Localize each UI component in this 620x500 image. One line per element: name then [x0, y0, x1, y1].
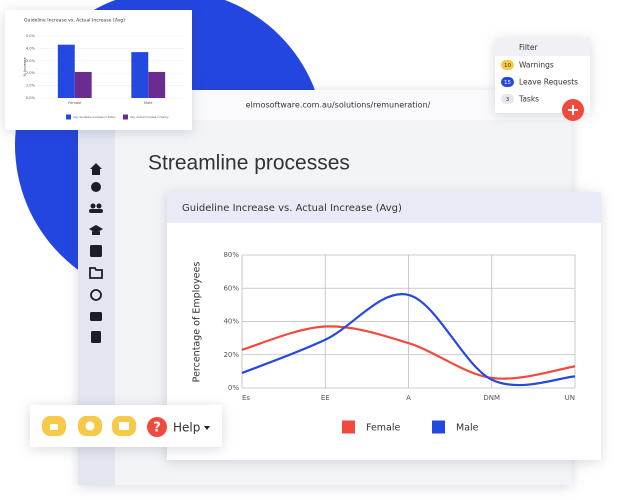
legend-swatch	[432, 420, 445, 434]
toolbar-buttons: ? Help	[42, 416, 210, 437]
icon-briefcase[interactable]	[90, 312, 102, 321]
mini-y-axis-title: % Increase	[23, 57, 27, 76]
mini-chart-card	[5, 10, 192, 130]
filter-item[interactable]: 10 Warnings	[501, 60, 554, 70]
y-tick-label: 1.0%	[26, 84, 36, 88]
bar	[148, 71, 166, 98]
legend-label: Avg. Actual Increase in Salary	[130, 115, 169, 119]
x-tick-label: EE	[321, 394, 330, 402]
add-icon	[568, 105, 578, 115]
badge	[501, 77, 514, 87]
y-tick-label: 2.0%	[26, 71, 36, 75]
legend-label: Female	[366, 423, 401, 434]
icon-learning[interactable]	[89, 225, 103, 235]
chart-card	[167, 192, 601, 460]
x-tick-label: Female	[68, 101, 82, 105]
bar	[74, 71, 92, 98]
x-tick-label: DNM	[483, 394, 500, 402]
lock-icon	[50, 424, 58, 430]
icon-calendar[interactable]	[90, 245, 102, 257]
help-icon: ?	[153, 421, 161, 436]
page-heading: Streamline processes	[148, 152, 350, 175]
help-label[interactable]: Help	[173, 421, 200, 435]
legend-swatch	[123, 114, 128, 120]
filter-item[interactable]: 3 Tasks	[501, 94, 539, 104]
icon-user[interactable]	[91, 182, 101, 192]
badge	[501, 60, 514, 70]
info-icon	[85, 421, 95, 431]
x-tick-label: UN	[565, 394, 575, 402]
filter-items: 10 Warnings 15 Leave Requests 3 Tasks	[501, 60, 578, 104]
legend-label: Avg. Guideline Increase in Salary	[73, 115, 116, 119]
y-tick-label: 4.0%	[26, 46, 36, 50]
y-axis-title: Percentage of Employees	[192, 262, 203, 383]
help-icon-bg[interactable]	[147, 417, 167, 437]
badge	[501, 94, 514, 104]
help-caret	[204, 426, 210, 430]
x-tick-label: Es	[242, 394, 250, 402]
y-tick-label: 20%	[223, 351, 239, 359]
badge-count: 15	[504, 80, 511, 86]
y-tick-label: 80%	[223, 251, 239, 259]
y-tick-label: 3.0%	[26, 59, 36, 63]
filter-item[interactable]: 15 Leave Requests	[501, 77, 578, 87]
icon-clipboard[interactable]	[91, 331, 101, 343]
filter-title: Filter	[519, 43, 538, 52]
y-tick-label: 5.0%	[26, 34, 36, 38]
chart-title: Guideline Increase vs. Actual Increase (…	[182, 203, 402, 214]
card-header	[167, 192, 601, 223]
filter-label: Leave Requests	[519, 78, 578, 87]
mini-chart-title: Guideline Increase vs. Actual Increase (…	[24, 18, 125, 24]
bar	[57, 44, 75, 98]
x-tick-label: A	[406, 394, 411, 402]
y-tick-label: 0.0%	[26, 96, 36, 100]
legend-swatch	[342, 420, 355, 434]
y-tick-label: 40%	[223, 318, 239, 326]
x-tick-label: Male	[144, 101, 153, 105]
icon-folder[interactable]	[89, 267, 103, 279]
icon-home[interactable]	[90, 163, 102, 175]
icon-profile[interactable]	[90, 289, 102, 301]
url: elmosoftware.com.au/solutions/remunerati…	[246, 101, 431, 110]
card-bg	[167, 192, 601, 460]
legend-swatch	[66, 114, 71, 120]
line-series	[241, 325, 576, 380]
sidebar-icons	[89, 163, 103, 343]
filter-label: Tasks	[518, 95, 539, 104]
icon-team[interactable]	[89, 203, 103, 214]
badge-count: 3	[506, 97, 510, 103]
mini-card-bg	[5, 10, 192, 130]
filter-label: Warnings	[519, 61, 554, 70]
mail-icon	[119, 422, 129, 430]
line-series	[241, 293, 576, 387]
y-tick-label: 60%	[223, 284, 239, 292]
bar	[131, 52, 149, 98]
y-tick-label: 0%	[228, 384, 239, 392]
legend-label: Male	[456, 423, 479, 434]
badge-count: 10	[504, 63, 511, 69]
filter-header	[495, 38, 590, 56]
